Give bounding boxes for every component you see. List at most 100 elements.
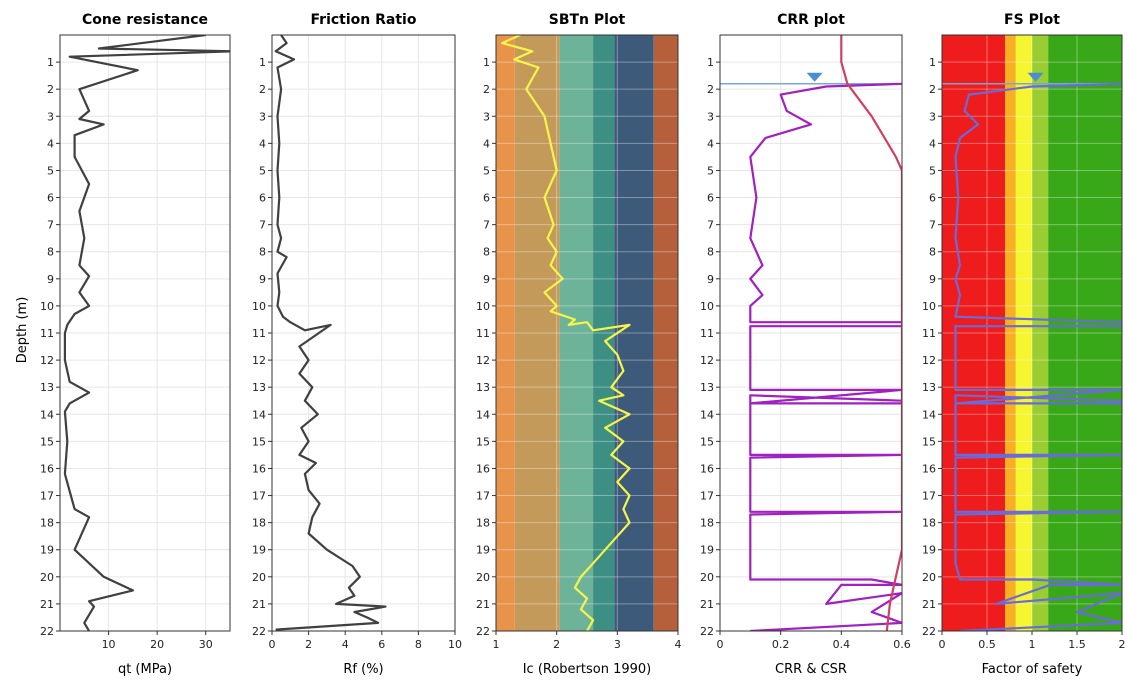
y-tick-label: 13 (476, 381, 490, 394)
x-tick-label: 0.6 (893, 638, 911, 651)
y-tick-label: 5 (483, 164, 490, 177)
zone-band-3 (1015, 35, 1032, 631)
series-line-2 (840, 35, 902, 631)
zone-band-4 (1032, 35, 1049, 631)
x-tick-label: 3 (614, 638, 621, 651)
series-line-1 (954, 82, 1122, 631)
y-tick-label: 7 (929, 219, 936, 232)
x-tick-label: 1 (1029, 638, 1036, 651)
y-tick-label: 21 (40, 598, 54, 611)
x-tick-label: 1 (493, 638, 500, 651)
y-tick-label: 17 (40, 490, 54, 503)
y-tick-label: 22 (700, 625, 714, 638)
y-tick-label: 14 (40, 408, 54, 421)
y-tick-label: 19 (40, 544, 54, 557)
y-tick-label: 12 (476, 354, 490, 367)
y-tick-label: 16 (40, 462, 54, 475)
zone-band-1 (942, 35, 1005, 631)
y-tick-label: 10 (252, 300, 266, 313)
y-tick-label: 11 (252, 327, 266, 340)
x-tick-label: 10 (448, 638, 462, 651)
y-tick-label: 10 (922, 300, 936, 313)
y-tick-label: 19 (700, 544, 714, 557)
y-tick-label: 7 (483, 219, 490, 232)
y-tick-label: 17 (476, 490, 490, 503)
y-tick-label: 12 (922, 354, 936, 367)
y-tick-label: 9 (929, 273, 936, 286)
y-tick-label: 2 (259, 83, 266, 96)
y-tick-label: 10 (700, 300, 714, 313)
x-tick-label: 0 (939, 638, 946, 651)
y-tick-label: 8 (483, 246, 490, 259)
y-tick-label: 6 (483, 192, 490, 205)
y-tick-label: 20 (922, 571, 936, 584)
y-tick-label: 15 (700, 435, 714, 448)
y-tick-label: 12 (252, 354, 266, 367)
y-tick-label: 4 (707, 137, 714, 150)
series-line-1 (274, 35, 387, 631)
x-tick-label: 0 (717, 638, 724, 651)
y-tick-label: 21 (922, 598, 936, 611)
y-tick-label: 7 (259, 219, 266, 232)
zone-band-2 (514, 35, 560, 631)
zone-band-1 (496, 35, 515, 631)
y-tick-label: 13 (252, 381, 266, 394)
water-table-icon (806, 72, 823, 82)
y-tick-label: 2 (929, 83, 936, 96)
y-tick-label: 10 (476, 300, 490, 313)
y-tick-label: 14 (252, 408, 266, 421)
y-tick-label: 14 (700, 408, 714, 421)
y-tick-label: 6 (707, 192, 714, 205)
water-table-icon (1027, 72, 1044, 82)
y-tick-label: 13 (700, 381, 714, 394)
y-tick-label: 15 (40, 435, 54, 448)
x-tick-label: 8 (415, 638, 422, 651)
y-tick-label: 16 (476, 462, 490, 475)
y-tick-label: 5 (929, 164, 936, 177)
y-tick-label: 6 (259, 192, 266, 205)
x-tick-label: 6 (378, 638, 385, 651)
y-tick-label: 3 (929, 110, 936, 123)
y-tick-label: 3 (47, 110, 54, 123)
y-tick-label: 16 (922, 462, 936, 475)
y-tick-label: 2 (707, 83, 714, 96)
panel-title: Friction Ratio (311, 12, 417, 28)
y-tick-label: 18 (252, 517, 266, 530)
zone-band-6 (653, 35, 678, 631)
y-tick-label: 21 (700, 598, 714, 611)
zone-band-4 (593, 35, 615, 631)
y-tick-label: 7 (47, 219, 54, 232)
y-tick-label: 8 (47, 246, 54, 259)
y-tick-label: 6 (929, 192, 936, 205)
y-tick-label: 10 (40, 300, 54, 313)
y-tick-label: 11 (922, 327, 936, 340)
y-tick-label: 12 (700, 354, 714, 367)
y-tick-label: 5 (707, 164, 714, 177)
y-tick-label: 1 (483, 56, 490, 69)
panel-title: CRR plot (777, 12, 845, 28)
y-tick-label: 9 (47, 273, 54, 286)
x-tick-label: 20 (150, 638, 164, 651)
y-tick-label: 1 (707, 56, 714, 69)
y-tick-label: 16 (700, 462, 714, 475)
series-line-1 (501, 35, 631, 631)
series-line-1 (749, 82, 902, 631)
x-tick-label: 30 (199, 638, 213, 651)
y-tick-label: 19 (922, 544, 936, 557)
y-tick-label: 18 (700, 517, 714, 530)
y-tick-label: 2 (483, 83, 490, 96)
y-tick-label: 13 (40, 381, 54, 394)
x-axis-label: Ic (Robertson 1990) (523, 662, 652, 677)
series-line-1 (63, 35, 230, 631)
x-axis-label: CRR & CSR (775, 662, 847, 677)
x-tick-label: 0 (269, 638, 276, 651)
x-axis-label: Rf (%) (343, 662, 383, 677)
y-tick-label: 8 (259, 246, 266, 259)
x-tick-label: 2 (305, 638, 312, 651)
x-tick-label: 4 (342, 638, 349, 651)
y-tick-label: 19 (252, 544, 266, 557)
